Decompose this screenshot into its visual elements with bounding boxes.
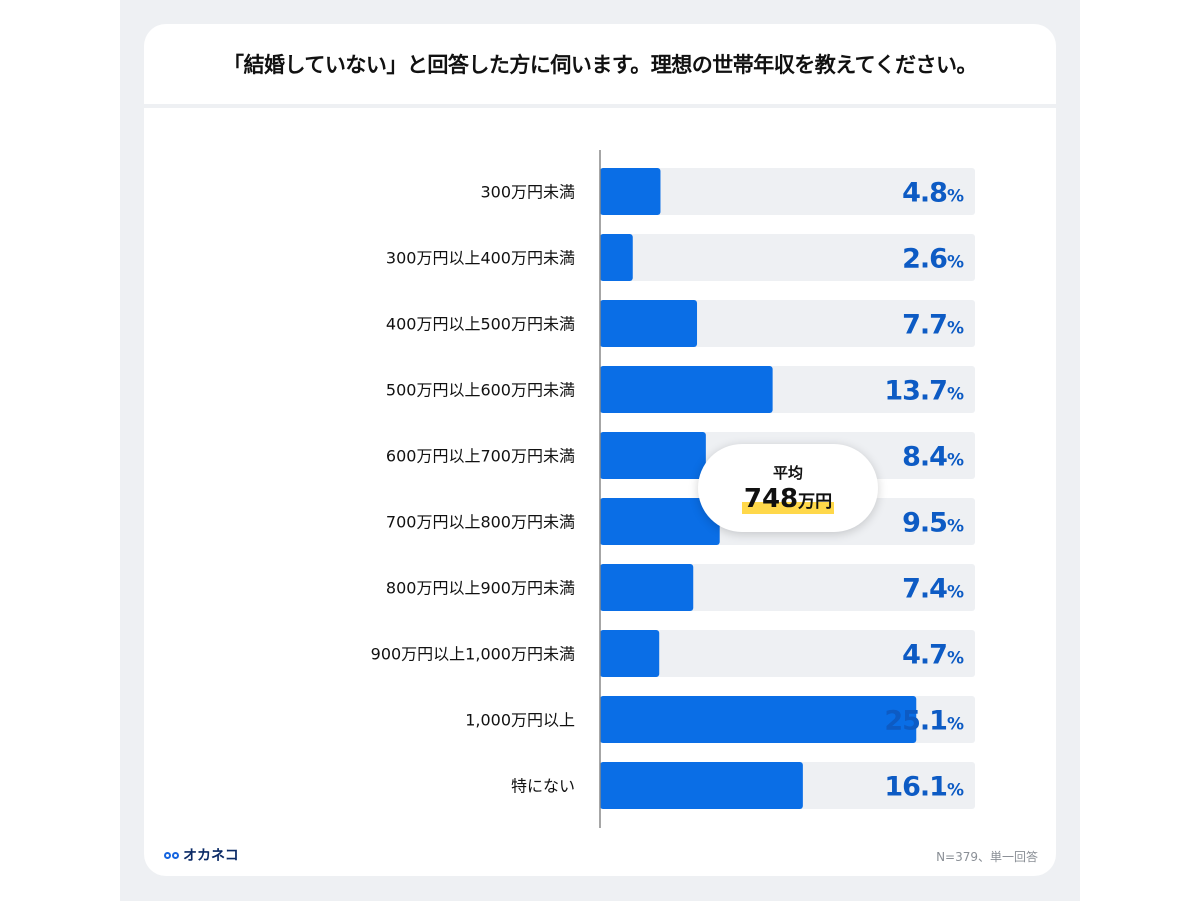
bar [600, 168, 661, 215]
bar-track [600, 168, 975, 215]
percent-unit: % [947, 517, 964, 537]
percent-unit: % [947, 781, 964, 801]
title-divider [144, 104, 1056, 108]
chart-title: 「結婚していない」と回答した方に伺います。理想の世帯年収を教えてください。 [222, 53, 978, 77]
value-label: 8.4% [902, 442, 964, 473]
bar-track [600, 564, 975, 611]
bar [600, 366, 773, 413]
average-value: 748万円 [741, 484, 835, 515]
percent-unit: % [947, 319, 964, 339]
category-label: 1,000万円以上 [465, 711, 575, 730]
brand-logo: オカネコ [164, 845, 239, 865]
bar [600, 234, 633, 281]
bar-track [600, 630, 975, 677]
bar [600, 762, 803, 809]
brand-name: オカネコ [183, 848, 239, 864]
category-label: 700万円以上800万円未満 [386, 513, 575, 532]
percent-unit: % [947, 451, 964, 471]
percent-unit: % [947, 715, 964, 735]
category-label: 400万円以上500万円未満 [386, 315, 575, 334]
brand-mark-icon [164, 851, 179, 859]
category-label: 特にない [511, 777, 575, 796]
bar [600, 432, 706, 479]
average-number: 748 [743, 484, 799, 515]
bar [600, 300, 698, 347]
bar [600, 696, 917, 743]
category-label: 800万円以上900万円未満 [386, 579, 575, 598]
category-label: 300万円未満 [480, 183, 575, 202]
percent-unit: % [947, 385, 964, 405]
average-label: 平均 [772, 464, 803, 483]
percent-unit: % [947, 253, 964, 273]
value-label: 7.7% [902, 310, 964, 341]
category-label: 300万円以上400万円未満 [386, 249, 575, 268]
bar [600, 630, 660, 677]
percent-unit: % [947, 583, 964, 603]
bar-track [600, 234, 975, 281]
category-label: 500万円以上600万円未満 [386, 381, 575, 400]
category-label: 600万円以上700万円未満 [386, 447, 575, 466]
bar [600, 564, 694, 611]
percent-unit: % [947, 649, 964, 669]
sample-note: N=379、単一回答 [936, 850, 1038, 864]
percent-unit: % [947, 187, 964, 207]
average-unit: 万円 [798, 492, 833, 513]
bar [600, 498, 720, 545]
category-label: 900万円以上1,000万円未満 [371, 645, 575, 664]
average-callout: 平均 748万円 [698, 444, 878, 532]
